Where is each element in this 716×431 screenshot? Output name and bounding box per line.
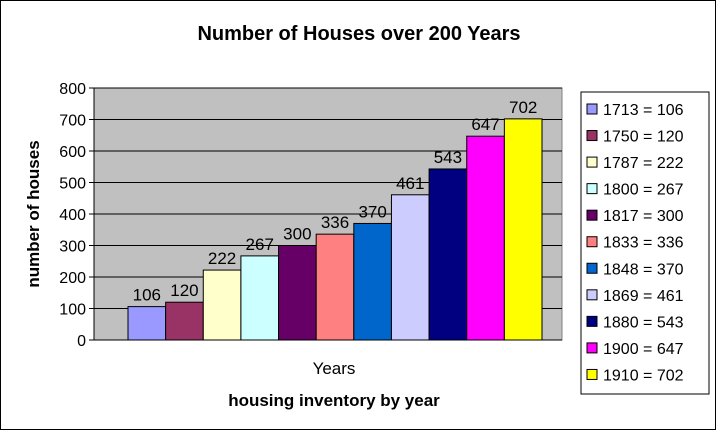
legend-swatch [586, 289, 598, 301]
bar [315, 233, 355, 341]
bar [127, 306, 167, 341]
legend-swatch [586, 209, 598, 221]
bar-value-label: 647 [471, 115, 499, 134]
y-tick-label: 600 [59, 144, 86, 161]
y-tick-label: 500 [59, 176, 86, 193]
data-labels: 106 120 222 267 300 336 370 461 543 647 702 [133, 98, 538, 305]
legend-swatch [586, 342, 598, 354]
legend-entry: 1800 = 267 [603, 182, 684, 199]
legend-swatch [586, 262, 598, 274]
bar [165, 301, 204, 341]
legend-swatch [586, 130, 598, 142]
legend-entry: 1750 = 120 [603, 129, 684, 146]
y-tick-label: 700 [59, 113, 86, 130]
legend-entry: 1787 = 222 [603, 155, 684, 172]
bar-value-label: 461 [396, 174, 424, 193]
y-tick-label: 800 [59, 81, 86, 98]
y-tick-label: 400 [59, 207, 86, 224]
legend-box [580, 91, 710, 395]
legend-swatch [586, 315, 598, 327]
bar [202, 269, 242, 341]
legend-entry: 1833 = 336 [603, 235, 684, 252]
bar-value-label: 543 [434, 148, 462, 167]
chart-title: Number of Houses over 200 Years [197, 23, 520, 45]
legend-swatch [586, 183, 598, 195]
bar-value-label: 702 [509, 98, 537, 117]
bar [503, 118, 543, 341]
legend-swatch [586, 156, 598, 168]
bar-value-label: 336 [321, 213, 349, 232]
bar-value-label: 222 [208, 249, 236, 268]
legend-swatch [586, 236, 598, 248]
y-tick-label: 0 [77, 333, 86, 350]
x-category-label: Years [313, 359, 356, 378]
bar [240, 255, 280, 341]
legend: 1713 = 106 1750 = 120 1787 = 222 1800 = 267… [580, 91, 710, 395]
legend-entry: 1880 = 543 [603, 314, 684, 331]
y-tick-label: 100 [59, 302, 86, 319]
bar-value-label: 267 [246, 235, 274, 254]
bar [466, 135, 505, 341]
legend-entry: 1910 = 702 [603, 367, 684, 384]
bar [428, 168, 468, 341]
y-axis: 0 100 200 300 400 500 600 700 800 [59, 81, 562, 350]
legend-swatch [586, 368, 598, 380]
bar [390, 194, 430, 341]
legend-entry: 1713 = 106 [603, 102, 684, 119]
bars [127, 118, 543, 341]
y-tick-label: 200 [59, 270, 86, 287]
bar [353, 222, 392, 341]
legend-swatch [586, 103, 598, 115]
legend-entry: 1848 = 370 [603, 261, 684, 278]
legend-entry: 1900 = 647 [603, 341, 684, 358]
legend-entry: 1869 = 461 [603, 288, 684, 305]
y-tick-label: 300 [59, 239, 86, 256]
x-axis-label: housing inventory by year [228, 391, 440, 410]
bar-value-label: 120 [170, 281, 198, 300]
bar [278, 245, 317, 341]
bar-value-label: 106 [133, 286, 161, 305]
y-axis-label: number of houses [24, 140, 43, 287]
legend-entry: 1817 = 300 [603, 208, 684, 225]
bar-value-label: 300 [283, 225, 311, 244]
bar-value-label: 370 [358, 202, 386, 221]
